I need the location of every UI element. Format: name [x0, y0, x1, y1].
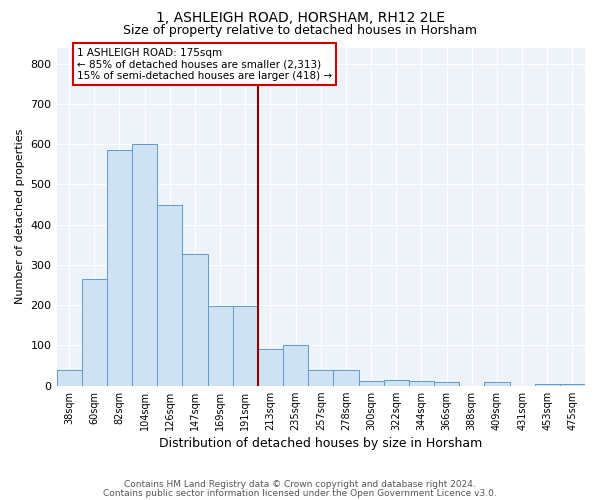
Bar [535, 384, 560, 386]
Bar [409, 381, 434, 386]
Bar [484, 382, 509, 386]
X-axis label: Distribution of detached houses by size in Horsham: Distribution of detached houses by size … [159, 437, 482, 450]
Bar [383, 380, 409, 386]
Bar [208, 306, 233, 386]
Y-axis label: Number of detached properties: Number of detached properties [15, 129, 25, 304]
Text: 1, ASHLEIGH ROAD, HORSHAM, RH12 2LE: 1, ASHLEIGH ROAD, HORSHAM, RH12 2LE [155, 11, 445, 25]
Bar [107, 150, 132, 386]
Bar [157, 204, 182, 386]
Text: Size of property relative to detached houses in Horsham: Size of property relative to detached ho… [123, 24, 477, 37]
Bar [334, 370, 359, 386]
Bar [434, 382, 459, 386]
Bar [283, 346, 308, 386]
Bar [560, 384, 585, 386]
Text: Contains HM Land Registry data © Crown copyright and database right 2024.: Contains HM Land Registry data © Crown c… [124, 480, 476, 489]
Bar [182, 254, 208, 386]
Bar [56, 370, 82, 386]
Bar [233, 306, 258, 386]
Text: 1 ASHLEIGH ROAD: 175sqm
← 85% of detached houses are smaller (2,313)
15% of semi: 1 ASHLEIGH ROAD: 175sqm ← 85% of detache… [77, 48, 332, 80]
Bar [359, 381, 383, 386]
Bar [258, 350, 283, 386]
Bar [308, 370, 334, 386]
Bar [132, 144, 157, 386]
Bar [82, 279, 107, 386]
Text: Contains public sector information licensed under the Open Government Licence v3: Contains public sector information licen… [103, 488, 497, 498]
